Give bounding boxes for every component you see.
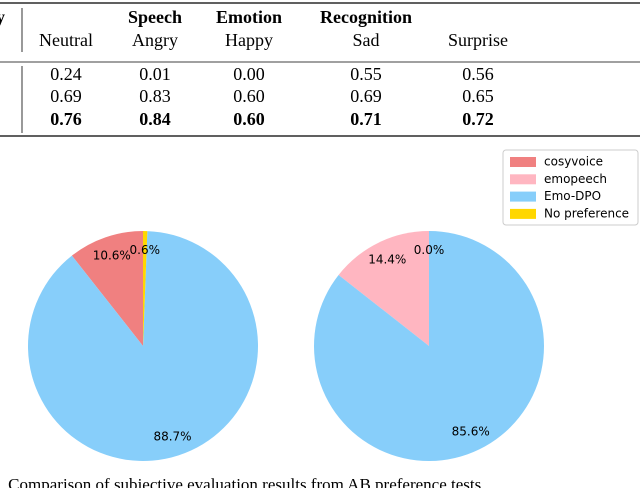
table-cell: 0.76 [50,109,82,129]
legend-label: cosyvoice [544,155,603,169]
legend-swatch [510,208,536,219]
table-cell: 0.71 [350,109,382,129]
column-header: Angry [132,30,178,50]
legend-swatch [510,174,536,185]
slice-label: 88.7% [153,429,191,443]
column-header: Surprise [448,30,508,50]
pie-slice [314,231,544,461]
table-cell: 0.60 [233,86,265,106]
pie-slice [338,231,429,346]
table-cell: 0.55 [350,64,382,84]
group-header: Speech [128,7,182,27]
pie-slice [28,231,259,461]
table-cell: 0.24 [50,64,82,84]
caption: Fig. 3. Comparison of subjective evaluat… [0,475,481,488]
table-cell: 0.72 [462,109,494,129]
table-cell: 0.84 [139,109,171,129]
table-cell: 0.69 [350,86,382,106]
slice-label: 0.6% [130,243,161,257]
column-header: Sad [353,30,380,50]
legend-swatch [510,157,536,167]
legend-label: No preference [544,206,629,220]
group-header: Emotion [216,7,282,27]
table: y [0,2,640,137]
slice-label: 10.6% [93,248,131,262]
table-cell: 0.01 [139,64,171,84]
table-cell: 0.56 [462,64,494,84]
pie-slice [143,231,148,346]
table-cell: 0.65 [462,86,494,106]
group-header: Recognition [320,7,412,27]
slice-label: 0.0% [414,243,445,257]
slice-label: 14.4% [368,253,406,267]
table-cell: 0.00 [233,64,265,84]
legend-box [502,149,639,226]
legend-label: Emo-DPO [544,189,601,203]
legend-swatch [510,191,536,202]
column-header: Neutral [39,30,93,50]
table-cell: 0.83 [139,86,171,106]
table-stub: y [0,7,5,27]
pie-slice [71,231,143,346]
column-header: Happy [225,30,273,50]
slice-label: 85.6% [452,424,490,438]
table-cell: 0.69 [50,86,82,106]
legend-label: emopeech [544,172,607,186]
table-cell: 0.60 [233,109,265,129]
